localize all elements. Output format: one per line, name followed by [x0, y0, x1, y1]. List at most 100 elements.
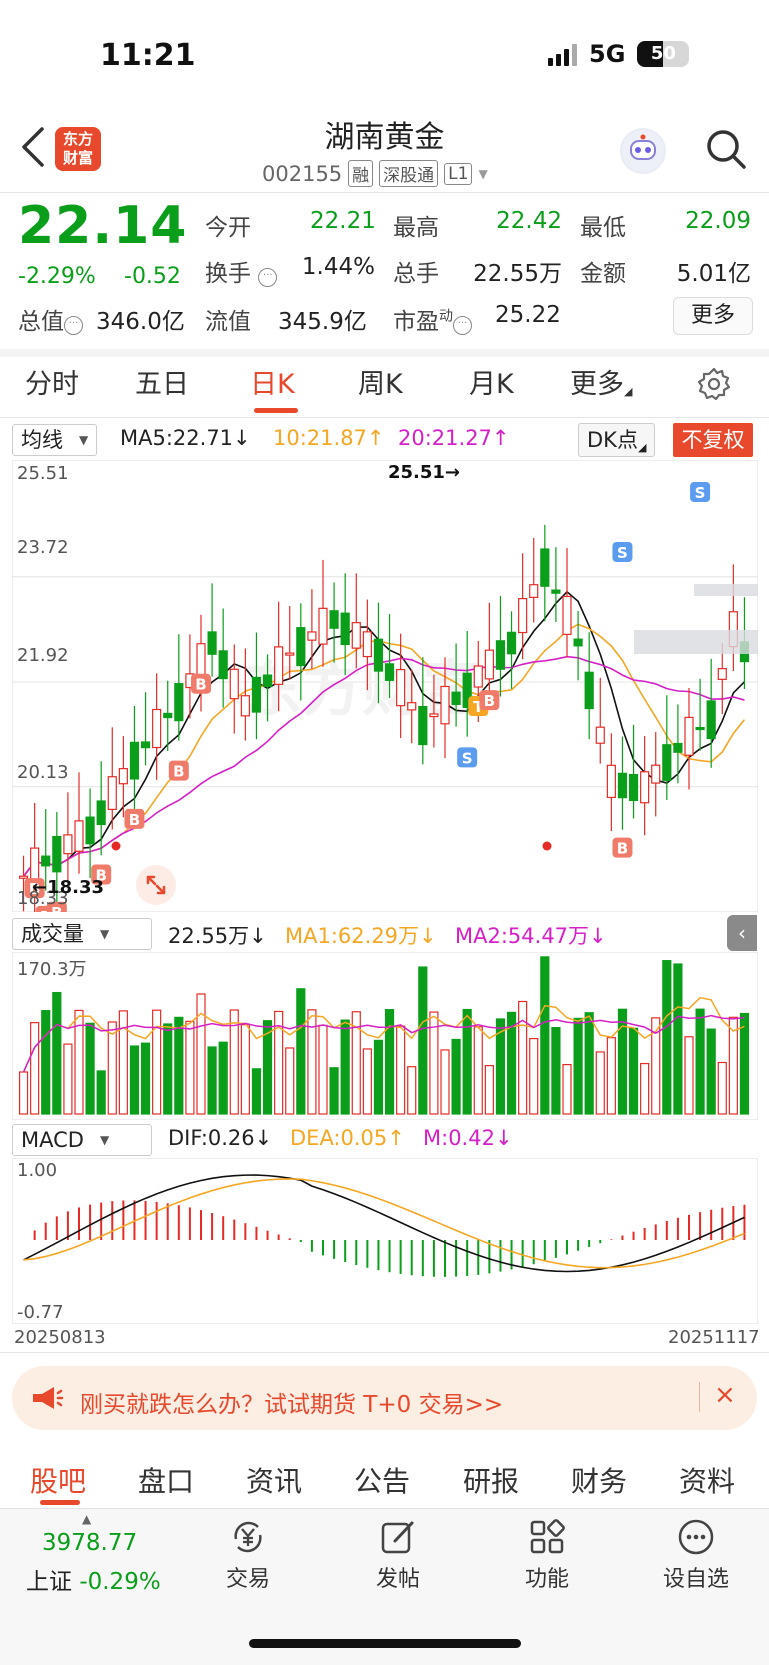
trade-marker-badge	[168, 760, 189, 781]
candle-body	[495, 640, 506, 670]
trade-marker: B	[91, 864, 112, 885]
candle-body	[218, 650, 228, 680]
candle-body	[451, 691, 461, 705]
volume-bar	[274, 1010, 284, 1115]
trade-marker-label: B	[29, 880, 40, 898]
search-icon[interactable]	[705, 128, 747, 170]
volume-bar	[640, 1062, 650, 1115]
bottom-bar	[0, 1508, 769, 1665]
caret-icon: ▼	[100, 927, 110, 941]
more-quote-button[interactable]: 更多	[673, 297, 753, 335]
tab-monthly-k[interactable]: 月K	[469, 369, 514, 400]
tab-weekly-k[interactable]: 周K	[358, 369, 403, 400]
volume-chart[interactable]	[12, 952, 758, 1120]
trade-marker-label: B	[40, 908, 51, 912]
index-value[interactable]: 3978.77	[42, 1530, 138, 1556]
volume-bar	[407, 1066, 417, 1115]
stock-name: 湖南黄金	[324, 120, 445, 155]
info-icon[interactable]: ···	[64, 316, 83, 335]
trade-marker-label: T	[473, 698, 484, 716]
tab-five-day[interactable]: 五日	[135, 369, 189, 400]
volume-bar	[562, 1064, 572, 1115]
volume-bar	[174, 1016, 184, 1115]
pe-label: 市盈动 ···	[393, 302, 472, 336]
divider	[0, 192, 769, 193]
macd-selector[interactable]: MACD ▼	[12, 1124, 152, 1156]
ma-selector[interactable]: 均线 ▼	[12, 424, 98, 456]
trade-label[interactable]: 交易	[225, 1567, 270, 1592]
collapse-panel-tab[interactable]: ‹	[727, 915, 757, 951]
total-cap-value: 346.0亿	[96, 309, 185, 335]
volume-bar	[107, 1021, 117, 1115]
ma10-value: 10:21.87↑	[273, 426, 385, 450]
trade-marker-label: S	[617, 544, 628, 562]
volume-bar	[207, 1046, 217, 1115]
index-line[interactable]: 上证 -0.29%	[26, 1569, 161, 1595]
robot-assistant-icon[interactable]	[620, 128, 666, 174]
subtab-announcements[interactable]: 公告	[354, 1465, 411, 1498]
promo-banner[interactable]	[12, 1366, 757, 1430]
subtab-orderbook[interactable]: 盘口	[138, 1465, 195, 1498]
date-start: 20250813	[14, 1327, 106, 1348]
candle-body	[617, 772, 628, 799]
volume-bar	[96, 1070, 106, 1115]
macd-y-top: 1.00	[17, 1160, 58, 1181]
home-indicator	[249, 1639, 521, 1648]
info-icon[interactable]: ···	[258, 268, 278, 287]
stock-code-line[interactable]: 002155 融 深股通 L1 ▼	[262, 160, 488, 187]
candle-body	[362, 631, 372, 658]
expand-icon[interactable]	[136, 865, 176, 905]
ma20-value: 20:21.27↑	[398, 426, 510, 450]
high-label: 最高	[393, 215, 439, 241]
add-watchlist-label[interactable]: 设自选	[662, 1567, 729, 1592]
adjust-button[interactable]: 不复权	[673, 423, 753, 457]
subtab-news[interactable]: 资讯	[246, 1465, 303, 1498]
candle-body	[462, 672, 472, 709]
candle-body	[140, 741, 151, 749]
grid-icon[interactable]	[527, 1517, 567, 1557]
volume-value: 22.55万	[473, 261, 562, 287]
tab-intraday[interactable]: 分时	[25, 369, 79, 400]
volume-bar	[484, 1065, 494, 1115]
divider	[699, 1382, 700, 1412]
macd-y-bottom: -0.77	[17, 1302, 64, 1323]
dk-point-button[interactable]: DK点◢	[578, 423, 656, 457]
trade-marker-badge	[46, 901, 67, 912]
promo-text[interactable]: 刚买就跌怎么办？试试期货 T+0 交易>>	[80, 1392, 504, 1418]
tag-margin: 融	[348, 160, 374, 187]
macd-chart[interactable]	[12, 1158, 758, 1324]
back-arrow-icon[interactable]	[18, 125, 48, 169]
close-icon[interactable]: ×	[714, 1380, 736, 1410]
subtab-finance[interactable]: 财务	[571, 1465, 628, 1498]
y-label-bottom: 18.33	[17, 888, 69, 909]
trade-marker-label: B	[484, 692, 495, 710]
subtab-profile[interactable]: 资料	[679, 1465, 736, 1498]
gear-icon[interactable]	[696, 366, 732, 402]
trade-marker-label: B	[173, 763, 184, 781]
subtab-research[interactable]: 研报	[463, 1465, 520, 1498]
volume-bar	[728, 1016, 738, 1115]
volume-selector[interactable]: 成交量 ▼	[12, 918, 152, 950]
stock-code: 002155	[262, 161, 343, 186]
trade-marker-label: B	[129, 811, 140, 829]
volume-bar	[140, 1042, 151, 1115]
more-dots-icon[interactable]	[676, 1517, 716, 1557]
post-label[interactable]: 发帖	[375, 1567, 420, 1592]
edit-icon[interactable]	[378, 1517, 418, 1557]
trade-marker: B	[612, 837, 633, 858]
amount-label: 金额	[580, 261, 626, 287]
tab-more[interactable]: 更多◢	[570, 369, 633, 400]
tab-daily-k[interactable]: 日K	[250, 369, 295, 400]
subtab-forum[interactable]: 股吧	[30, 1465, 87, 1498]
float-cap-value: 345.9亿	[278, 309, 367, 335]
function-label[interactable]: 功能	[524, 1567, 569, 1592]
change-amount: -0.52	[124, 264, 181, 289]
ma5-line	[22, 590, 746, 877]
yen-cycle-icon[interactable]	[228, 1517, 268, 1557]
chevron-down-icon: ▼	[478, 166, 488, 181]
trade-marker-badge	[457, 747, 478, 768]
info-icon[interactable]: ···	[453, 316, 472, 335]
volume-bar	[240, 1024, 250, 1115]
kline-chart[interactable]: 东方财富 BBBBBBBSTBSBS	[12, 460, 758, 912]
candle-body	[551, 589, 561, 594]
